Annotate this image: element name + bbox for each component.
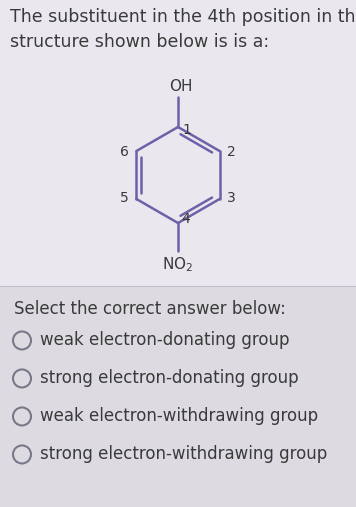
Text: 3: 3 (227, 191, 236, 205)
Text: strong electron-withdrawing group: strong electron-withdrawing group (40, 446, 327, 463)
Text: 5: 5 (120, 191, 129, 205)
Text: 4: 4 (182, 212, 190, 226)
Text: OH: OH (169, 79, 193, 94)
Text: 2: 2 (227, 145, 236, 159)
Text: NO$_2$: NO$_2$ (162, 255, 194, 274)
Text: weak electron-donating group: weak electron-donating group (40, 332, 289, 349)
Text: weak electron-withdrawing group: weak electron-withdrawing group (40, 408, 318, 425)
Text: 6: 6 (120, 145, 129, 159)
Text: strong electron-donating group: strong electron-donating group (40, 370, 299, 387)
Text: Select the correct answer below:: Select the correct answer below: (14, 301, 286, 318)
Text: 1: 1 (183, 123, 192, 137)
Text: The substituent in the 4th position in the
structure shown below is is a:: The substituent in the 4th position in t… (10, 8, 356, 51)
FancyBboxPatch shape (0, 286, 356, 507)
